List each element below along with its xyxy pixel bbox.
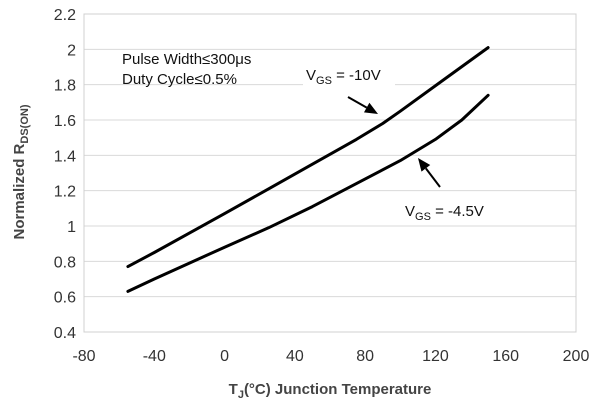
x-tick-label: 120 <box>422 348 449 365</box>
note-pulse-width: Pulse Width≤300μs <box>122 51 251 68</box>
series-line-vgs-4-5v <box>126 93 490 293</box>
label-vgs-4-5v: VGS = -4.5V <box>405 203 484 223</box>
y-tick-label: 1.2 <box>54 184 76 201</box>
arrow-vgs-10v-head <box>363 102 378 114</box>
x-axis-title-sub: J <box>238 389 244 401</box>
y-tick-label: 1.6 <box>54 113 76 130</box>
x-tick-labels: -80 -40 0 40 80 120 160 200 <box>72 348 589 365</box>
label-vgs-4-5v-main: V <box>405 203 415 220</box>
x-axis-title-rest: (°C) Junction Temperature <box>244 381 431 398</box>
y-tick-label: 1 <box>67 219 76 236</box>
y-tick-label: 0.4 <box>54 325 76 342</box>
x-tick-label: 200 <box>563 348 590 365</box>
y-tick-label: 2 <box>67 42 76 59</box>
label-vgs-10v-background <box>303 64 395 86</box>
arrow-vgs-4-5v-head <box>418 158 431 172</box>
arrow-vgs-4-5v <box>418 158 441 188</box>
arrow-vgs-10v <box>347 96 378 114</box>
x-tick-label: 0 <box>220 348 229 365</box>
x-axis-title: TJ(°C) Junction Temperature <box>229 381 432 401</box>
label-vgs-4-5v-background <box>402 200 506 222</box>
y-axis-title-main: Normalized R <box>11 143 28 239</box>
series-line-vgs-10v <box>126 46 490 269</box>
y-axis-title-sub: DS(ON) <box>19 104 31 143</box>
x-tick-label: 40 <box>286 348 304 365</box>
x-tick-label: -40 <box>143 348 166 365</box>
y-tick-labels: 0.4 0.6 0.8 1 1.2 1.4 1.6 1.8 2 2.2 <box>54 7 76 342</box>
label-vgs-10v-rest: = -10V <box>332 67 381 84</box>
x-axis-title-main: T <box>229 381 238 398</box>
y-tick-label: 2.2 <box>54 7 76 24</box>
y-axis-title: Normalized RDS(ON) <box>11 104 31 239</box>
arrow-vgs-10v-shaft <box>347 96 368 109</box>
label-vgs-10v: VGS = -10V <box>306 67 381 87</box>
label-vgs-4-5v-sub: GS <box>415 211 431 223</box>
arrow-vgs-4-5v-shaft <box>425 167 441 188</box>
y-tick-label: 0.6 <box>54 290 76 307</box>
label-vgs-4-5v-rest: = -4.5V <box>431 203 484 220</box>
x-tick-label: 80 <box>356 348 374 365</box>
label-vgs-10v-main: V <box>306 67 316 84</box>
x-tick-label: -80 <box>72 348 95 365</box>
y-tick-label: 0.8 <box>54 254 76 271</box>
series-lines <box>126 46 490 293</box>
note-duty-cycle: Duty Cycle≤0.5% <box>122 71 237 88</box>
y-tick-label: 1.4 <box>54 148 76 165</box>
y-tick-label: 1.8 <box>54 78 76 95</box>
plot-frame <box>83 13 577 333</box>
label-vgs-10v-sub: GS <box>316 75 332 87</box>
x-tick-label: 160 <box>492 348 519 365</box>
